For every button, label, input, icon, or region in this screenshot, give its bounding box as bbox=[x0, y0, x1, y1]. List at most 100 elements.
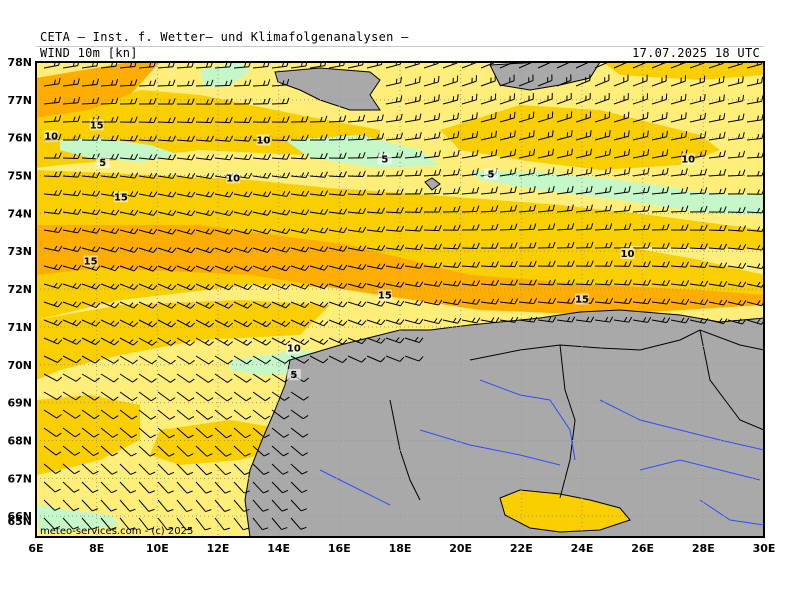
barb-shaft bbox=[43, 175, 60, 178]
wind-barb bbox=[252, 191, 272, 198]
barb-flag bbox=[343, 152, 347, 159]
barb-flag bbox=[133, 303, 139, 309]
barb-flag bbox=[187, 136, 191, 142]
contour-label-bg bbox=[95, 157, 110, 169]
wind-barb bbox=[575, 111, 592, 123]
barb-shaft bbox=[613, 301, 629, 305]
barb-flag bbox=[167, 228, 172, 234]
wind-barb bbox=[651, 74, 667, 87]
barb-flag bbox=[476, 112, 478, 119]
barb-flag bbox=[226, 397, 233, 402]
wind-barb bbox=[290, 301, 310, 309]
wind-barb bbox=[537, 167, 555, 177]
lat-label: 71N bbox=[7, 321, 32, 334]
barb-flag bbox=[152, 322, 158, 328]
wind-barb bbox=[81, 227, 101, 234]
barb-shaft bbox=[290, 247, 306, 253]
wind-barb bbox=[556, 167, 574, 177]
barb-flag bbox=[476, 317, 481, 324]
barb-flag bbox=[642, 150, 645, 157]
barb-flag bbox=[128, 339, 134, 344]
barb-shaft bbox=[423, 100, 439, 105]
barb-flag bbox=[624, 279, 628, 285]
barb-flag bbox=[552, 223, 556, 230]
wind-barb bbox=[119, 337, 139, 346]
wind-barb bbox=[309, 152, 328, 160]
barb-shaft bbox=[556, 154, 572, 159]
wind-barb bbox=[613, 316, 633, 323]
barb-flag bbox=[134, 116, 138, 123]
wind-barb bbox=[252, 319, 272, 328]
wind-barb bbox=[537, 316, 557, 323]
barb-shaft bbox=[62, 229, 78, 234]
barb-flag bbox=[628, 167, 631, 174]
barb-flag bbox=[476, 205, 480, 212]
barb-flag bbox=[742, 225, 746, 232]
barb-shaft bbox=[271, 427, 284, 438]
wind-barb bbox=[62, 78, 80, 87]
wind-barb bbox=[594, 279, 613, 286]
wind-barb bbox=[290, 190, 310, 197]
wind-barb bbox=[233, 283, 253, 291]
barb-flag bbox=[547, 169, 550, 175]
barb-flag bbox=[343, 227, 348, 233]
barb-shaft bbox=[556, 319, 572, 323]
barb-flag bbox=[476, 298, 481, 305]
barb-flag bbox=[604, 150, 607, 156]
barb-flag bbox=[282, 489, 289, 494]
wind-barb bbox=[480, 261, 499, 268]
barb-shaft bbox=[176, 247, 192, 254]
barb-flag bbox=[362, 189, 366, 196]
barb-shaft bbox=[347, 247, 363, 252]
barb-shaft bbox=[347, 337, 363, 345]
barb-flag bbox=[224, 527, 231, 531]
wind-barb bbox=[119, 135, 138, 142]
barb-shaft bbox=[594, 283, 611, 286]
barb-shaft bbox=[138, 463, 150, 475]
barb-flag bbox=[91, 227, 96, 233]
barb-shaft bbox=[157, 409, 171, 420]
barb-flag bbox=[264, 415, 271, 420]
barb-flag bbox=[286, 97, 290, 104]
wind-barb bbox=[670, 298, 690, 305]
barb-flag bbox=[647, 298, 652, 305]
wind-barb bbox=[195, 445, 213, 457]
barb-flag bbox=[263, 452, 270, 457]
barb-shaft bbox=[43, 301, 59, 308]
wind-barb bbox=[119, 391, 138, 402]
barb-shaft bbox=[176, 84, 193, 87]
barb-flag bbox=[186, 509, 193, 513]
barb-flag bbox=[552, 167, 555, 174]
barb-shaft bbox=[461, 62, 477, 69]
wind-barb bbox=[670, 205, 689, 213]
wind-barb bbox=[138, 154, 158, 161]
barb-shaft bbox=[442, 62, 458, 69]
barb-flag bbox=[186, 154, 191, 160]
barb-shaft bbox=[594, 98, 610, 105]
wind-barb bbox=[138, 337, 158, 346]
barb-flag bbox=[262, 209, 267, 215]
barb-shaft bbox=[632, 191, 648, 195]
barb-flag bbox=[495, 186, 498, 193]
barb-flag bbox=[419, 76, 421, 83]
wind-barb bbox=[480, 112, 497, 123]
barb-shaft bbox=[214, 481, 226, 494]
barb-flag bbox=[605, 279, 608, 285]
wind-barb bbox=[461, 317, 481, 324]
wind-barb bbox=[81, 337, 101, 346]
barb-flag bbox=[471, 169, 475, 175]
wind-barb bbox=[43, 301, 63, 308]
barb-flag bbox=[533, 298, 538, 304]
barb-flag bbox=[419, 113, 422, 120]
barb-flag bbox=[548, 261, 551, 267]
wind-barb bbox=[556, 148, 573, 159]
barb-flag bbox=[319, 320, 324, 325]
wind-barb bbox=[537, 297, 557, 304]
barb-flag bbox=[96, 97, 100, 104]
wind-barb bbox=[499, 186, 517, 195]
barb-flag bbox=[533, 130, 535, 137]
barb-flag bbox=[700, 206, 703, 212]
barb-flag bbox=[609, 297, 614, 304]
barb-flag bbox=[115, 228, 120, 234]
wind-barb bbox=[214, 154, 234, 161]
